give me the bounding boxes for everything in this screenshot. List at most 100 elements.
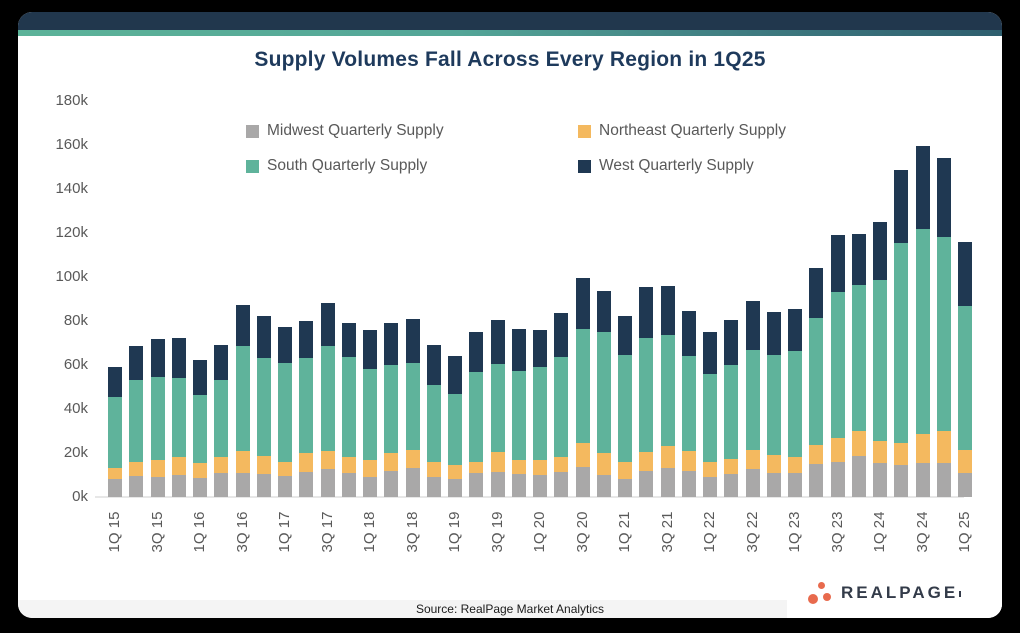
bar-segment-northeast [384, 453, 399, 471]
realpage-dots-icon [807, 579, 833, 607]
bar-segment-south [363, 369, 377, 460]
bar-segment-west [575, 278, 590, 329]
bar-segment-west [851, 234, 866, 285]
bar-stack-2q15 [129, 346, 144, 497]
bar-stack-3q15 [150, 338, 165, 497]
bar-segment-midwest [511, 473, 526, 497]
bar-segment-midwest [341, 472, 356, 497]
bar-stack-1q15 [108, 367, 122, 497]
bar-stack-2q22 [724, 319, 739, 497]
bar-segment-west [363, 329, 377, 370]
bar-segment-northeast [405, 449, 420, 469]
bar-stack-4q24 [936, 158, 951, 497]
x-axis-tick-label: 1Q 25 [956, 511, 973, 553]
bar-stack-2q21 [639, 286, 654, 497]
bar-segment-midwest [171, 475, 186, 497]
x-axis-tick-label: 3Q 23 [828, 511, 846, 553]
bar-segment-west [299, 321, 314, 359]
bar-segment-south [639, 337, 654, 452]
bar-segment-south [193, 394, 207, 463]
x-axis-tick-label: 3Q 21 [658, 511, 676, 553]
bar-segment-northeast [830, 437, 845, 462]
legend-label-south: South Quarterly Supply [267, 157, 428, 174]
bar-segment-northeast [256, 456, 271, 474]
y-axis-tick-label: 120k [55, 224, 88, 241]
bar-segment-midwest [193, 478, 207, 497]
bar-segment-west [129, 346, 144, 381]
bar-segment-northeast [320, 450, 335, 470]
bar-segment-midwest [554, 471, 569, 497]
y-axis-tick-label: 20k [63, 444, 88, 461]
bar-stack-1q19 [448, 356, 462, 497]
bar-segment-south [341, 357, 356, 458]
bar-segment-south [915, 228, 930, 435]
bar-segment-south [278, 362, 292, 462]
legend-label-midwest: Midwest Quarterly Supply [267, 122, 444, 139]
bar-segment-northeast [469, 461, 484, 473]
legend-swatch-west [578, 159, 591, 173]
bar-segment-midwest [405, 468, 420, 497]
x-axis-tick-label: 3Q 17 [318, 511, 336, 553]
bar-segment-northeast [193, 462, 207, 479]
bar-segment-south [108, 396, 122, 469]
header-bar [18, 12, 1002, 30]
bar-segment-west [618, 315, 632, 356]
bar-segment-northeast [171, 457, 186, 475]
realpage-wordmark: REALPAGE [841, 583, 959, 602]
bar-segment-northeast [596, 452, 611, 475]
bar-segment-northeast [426, 461, 441, 478]
bar-segment-west [384, 323, 399, 365]
bar-segment-midwest [278, 476, 292, 497]
y-axis-tick-label: 160k [55, 136, 88, 153]
bar-stack-4q23 [851, 234, 866, 497]
bar-segment-south [511, 370, 526, 460]
bar-segment-south [448, 393, 462, 466]
bar-segment-west [469, 332, 484, 372]
chart-card: Supply Volumes Fall Across Every Region … [18, 12, 1002, 618]
legend-label-west: West Quarterly Supply [599, 157, 754, 174]
bar-segment-south [873, 280, 887, 441]
bar-segment-west [830, 235, 845, 293]
bar-stack-3q19 [490, 319, 505, 497]
legend-swatch-south [246, 159, 259, 173]
bar-stack-4q21 [681, 311, 696, 497]
bar-stack-3q23 [830, 235, 845, 497]
bar-segment-west [745, 301, 760, 350]
bar-segment-south [214, 380, 229, 458]
x-axis-tick-label: 1Q 22 [701, 511, 718, 553]
bar-segment-south [150, 377, 165, 460]
bar-segment-northeast [745, 449, 760, 470]
bar-segment-northeast [575, 443, 590, 468]
bar-segment-midwest [873, 462, 887, 497]
bar-segment-midwest [936, 462, 951, 497]
bar-stack-1q25 [958, 241, 972, 497]
bar-segment-midwest [851, 456, 866, 497]
bar-segment-northeast [618, 461, 632, 480]
bar-segment-west [958, 241, 972, 306]
bar-segment-midwest [830, 461, 845, 497]
bar-segment-midwest [703, 477, 717, 497]
bar-segment-northeast [533, 459, 547, 475]
bar-segment-midwest [724, 473, 739, 497]
source-text: Source: RealPage Market Analytics [415, 602, 605, 616]
bar-segment-west [193, 359, 207, 395]
legend-swatch-northeast [578, 124, 591, 138]
bar-segment-northeast [278, 461, 292, 477]
bar-segment-midwest [788, 472, 802, 497]
bar-stack-3q20 [575, 278, 590, 497]
bar-segment-northeast [299, 453, 314, 472]
bar-segment-northeast [894, 443, 909, 466]
bar-segment-midwest [915, 462, 930, 497]
chart-title: Supply Volumes Fall Across Every Region … [254, 48, 766, 71]
bar-segment-midwest [448, 479, 462, 497]
bar-segment-northeast [660, 446, 675, 469]
bar-segment-south [830, 292, 845, 438]
x-axis-tick-label: 1Q 15 [106, 511, 123, 553]
bar-stack-3q21 [660, 285, 675, 497]
bar-stack-1q23 [788, 308, 802, 497]
bar-segment-west [936, 158, 951, 238]
bar-segment-south [384, 365, 399, 453]
bar-segment-south [894, 242, 909, 444]
bar-stack-1q22 [703, 332, 717, 497]
bar-segment-midwest [256, 473, 271, 497]
